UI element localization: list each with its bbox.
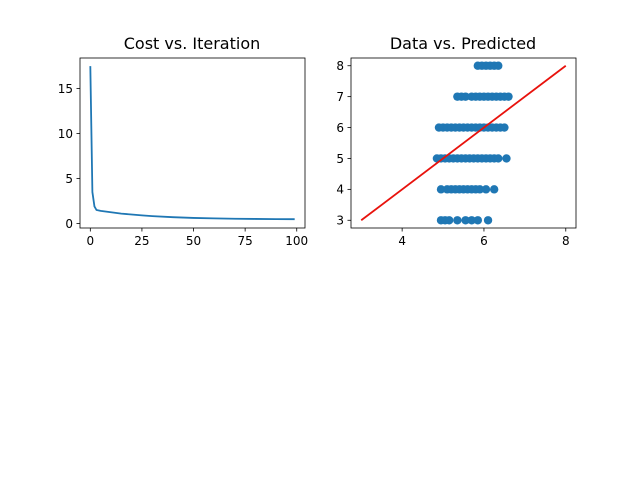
data-predicted-chart-x-tick-label: 8 xyxy=(562,234,570,248)
data-point xyxy=(494,154,503,163)
cost-chart-frame xyxy=(79,57,306,229)
cost-chart: Cost vs. Iteration 0 25 50 75 100 0 5 10 15 xyxy=(58,34,308,248)
data-point xyxy=(461,216,470,225)
data-predicted-chart-y-tick-label: 6 xyxy=(336,121,344,135)
cost-chart-x-tick-label: 50 xyxy=(186,234,201,248)
data-predicted-chart-y-tick-label: 5 xyxy=(336,152,344,166)
data-predicted-chart-plot-area xyxy=(360,61,567,225)
data-point xyxy=(475,185,485,194)
cost-chart-y-tick-label: 10 xyxy=(58,127,73,141)
data-point xyxy=(502,154,511,163)
data-point xyxy=(504,92,513,101)
data-point xyxy=(500,123,509,132)
cost-chart-x-tick-label: 75 xyxy=(237,234,252,248)
data-point xyxy=(444,216,454,225)
cost-chart-y-ticks: 0 5 10 15 xyxy=(58,82,80,231)
cost-chart-y-tick-label: 5 xyxy=(65,172,73,186)
data-predicted-chart: Data vs. Predicted 4 6 8 3 4 5 6 7 8 xyxy=(336,34,577,248)
data-predicted-chart-y-tick-label: 8 xyxy=(336,59,344,73)
data-predicted-chart-x-tick-label: 4 xyxy=(398,234,406,248)
data-point xyxy=(489,185,499,194)
data-predicted-chart-y-ticks: 3 4 5 6 7 8 xyxy=(336,59,351,228)
data-predicted-chart-frame xyxy=(350,57,577,229)
data-predicted-chart-y-tick-label: 3 xyxy=(336,214,344,228)
data-point xyxy=(453,216,462,225)
data-predicted-chart-title: Data vs. Predicted xyxy=(390,34,536,53)
cost-line xyxy=(89,66,295,221)
data-predicted-chart-x-tick-label: 6 xyxy=(480,234,488,248)
cost-chart-y-tick-label: 15 xyxy=(58,82,73,96)
data-point xyxy=(436,185,446,194)
cost-chart-x-ticks: 0 25 50 75 100 xyxy=(87,228,308,248)
data-predicted-chart-y-tick-label: 7 xyxy=(336,90,344,104)
cost-chart-x-tick-label: 25 xyxy=(134,234,149,248)
data-point xyxy=(461,92,470,101)
data-point xyxy=(483,216,493,225)
cost-chart-title: Cost vs. Iteration xyxy=(124,34,261,53)
data-point xyxy=(481,185,491,194)
cost-chart-y-tick-label: 0 xyxy=(65,217,73,231)
data-predicted-chart-y-tick-label: 4 xyxy=(336,183,344,197)
data-point xyxy=(473,216,483,225)
data-point xyxy=(494,61,503,70)
predicted-line xyxy=(360,65,567,221)
cost-chart-x-tick-label: 100 xyxy=(285,234,308,248)
data-predicted-chart-x-ticks: 4 6 8 xyxy=(398,228,570,248)
cost-chart-x-tick-label: 0 xyxy=(87,234,95,248)
data-point xyxy=(467,216,476,225)
cost-chart-plot-area xyxy=(89,66,295,221)
